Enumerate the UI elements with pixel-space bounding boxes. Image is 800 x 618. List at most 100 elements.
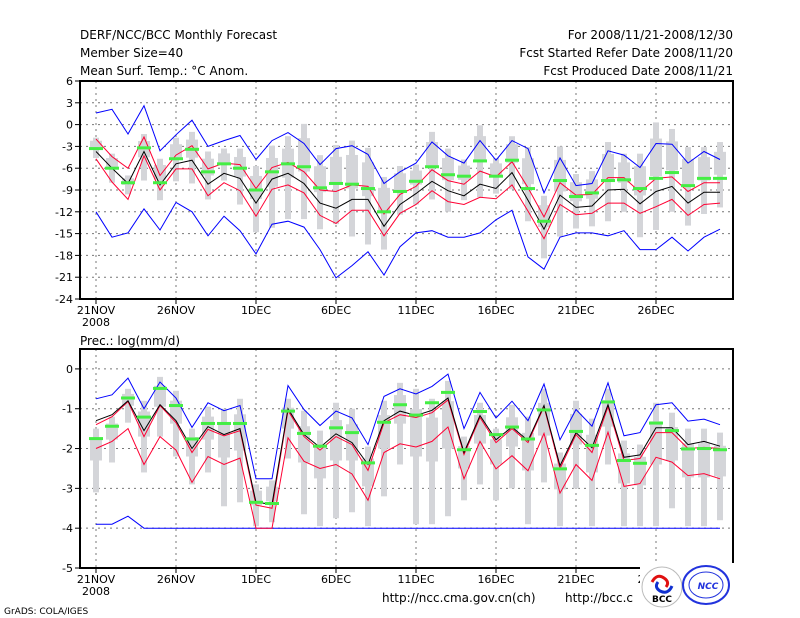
ensemble-box	[634, 456, 646, 486]
observation-marker	[441, 390, 455, 394]
observation-marker	[249, 188, 263, 192]
ensemble-mean-line	[95, 397, 721, 505]
temperature-panel: 6 3 0 -3 -6 -9 -12 -15 -18 -21 -24 21NOV 26NOV 1DEC 6D…	[55, 75, 734, 329]
observation-marker	[537, 408, 551, 412]
y-tick-label: -9	[62, 184, 73, 197]
y-tick-label: 3	[66, 97, 73, 110]
observation-marker	[265, 501, 279, 505]
ensemble-box	[474, 136, 486, 162]
y-tick-label: -3	[62, 482, 73, 495]
ensemble-box	[506, 144, 518, 163]
observation-marker	[201, 421, 215, 425]
observation-marker	[457, 448, 471, 452]
observation-marker	[329, 426, 343, 430]
figure-title: DERF/NCC/BCC Monthly Forecast	[80, 28, 277, 42]
observation-marker	[585, 443, 599, 447]
observation-marker	[121, 396, 135, 400]
observation-marker	[521, 187, 535, 191]
observation-marker	[137, 146, 151, 150]
x-year-label: 2008	[82, 585, 110, 598]
observation-marker	[697, 447, 711, 451]
observation-marker	[505, 425, 519, 429]
observation-marker	[633, 187, 647, 191]
x-tick-label: 6DEC	[321, 573, 351, 586]
observation-marker	[585, 191, 599, 195]
y-tick-label: 0	[66, 363, 73, 376]
ensemble-box	[618, 453, 630, 484]
ncc-url-link[interactable]: http://ncc.cma.gov.cn(ch)	[382, 591, 536, 605]
ensemble-range-bar	[269, 145, 275, 228]
observation-marker	[569, 429, 583, 433]
observation-marker	[329, 181, 343, 185]
observation-marker	[553, 467, 567, 471]
ensemble-box	[666, 141, 678, 171]
observation-marker	[249, 500, 263, 504]
ensemble-box	[266, 486, 278, 502]
x-tick-label: 11DEC	[397, 304, 434, 317]
observation-marker	[425, 401, 439, 405]
observation-marker	[313, 444, 327, 448]
ensemble-box	[314, 444, 326, 479]
observation-marker	[617, 178, 631, 182]
observation-marker	[601, 179, 615, 183]
ensemble-box	[298, 426, 310, 463]
observation-marker	[297, 431, 311, 435]
y-tick-label: -3	[62, 140, 73, 153]
ensemble-box	[522, 432, 534, 471]
ensemble-range-bar	[157, 376, 163, 437]
observation-marker	[121, 181, 135, 185]
observation-marker	[201, 170, 215, 174]
ensemble-box	[154, 385, 166, 407]
x-year-label: 2008	[82, 316, 110, 329]
observation-marker	[361, 461, 375, 465]
observation-marker	[297, 165, 311, 169]
bcc-url-link[interactable]: http://bcc.c	[565, 591, 633, 605]
ensemble-box	[410, 409, 422, 457]
observation-marker	[473, 159, 487, 163]
observation-marker	[377, 210, 391, 214]
ensemble-box	[394, 395, 406, 424]
observation-marker	[457, 174, 471, 178]
started-date: Fcst Started Refer Date 2008/11/20	[519, 46, 733, 60]
ensemble-box	[90, 438, 102, 461]
observation-marker	[569, 195, 583, 199]
ensemble-box	[378, 187, 390, 214]
ensemble-box	[218, 423, 230, 458]
plot-frame	[79, 348, 734, 569]
y-tick-label: -24	[55, 293, 73, 306]
observation-marker	[649, 421, 663, 425]
observation-marker	[137, 415, 151, 419]
observation-marker	[217, 421, 231, 425]
ensemble-box	[330, 156, 342, 185]
observation-marker	[713, 448, 727, 452]
precipitation-panel: 0 -1 -2 -3 -4 -5 21NOV 26NOV 1DEC 6DEC 11DEC 16DEC 2…	[62, 348, 734, 598]
observation-marker	[489, 174, 503, 178]
observation-marker	[441, 173, 455, 177]
ensemble-box	[602, 400, 614, 427]
observation-marker	[281, 409, 295, 413]
ensemble-min-line	[95, 201, 721, 279]
y-tick-label: -5	[62, 562, 73, 575]
ensemble-box	[570, 413, 582, 445]
observation-marker	[697, 176, 711, 180]
spread-lower-line	[95, 426, 721, 529]
observation-marker	[553, 179, 567, 183]
ensemble-range-bar	[189, 428, 195, 485]
observation-marker	[233, 421, 247, 425]
ensemble-box	[394, 173, 406, 191]
ensemble-box	[634, 166, 646, 196]
observation-marker	[185, 437, 199, 441]
observation-marker	[281, 162, 295, 166]
x-tick-label: 26DEC	[637, 304, 674, 317]
grads-credit: GrADS: COLA/IGES	[4, 607, 88, 617]
observation-marker	[537, 219, 551, 223]
y-tick-label: -21	[55, 271, 73, 284]
observation-marker	[217, 162, 231, 166]
ensemble-box	[250, 175, 262, 200]
observation-marker	[89, 437, 103, 441]
y-tick-label: -4	[62, 522, 73, 535]
forecast-period: For 2008/11/21-2008/12/30	[568, 28, 733, 42]
observation-marker	[617, 458, 631, 462]
member-size: Member Size=40	[80, 46, 183, 60]
